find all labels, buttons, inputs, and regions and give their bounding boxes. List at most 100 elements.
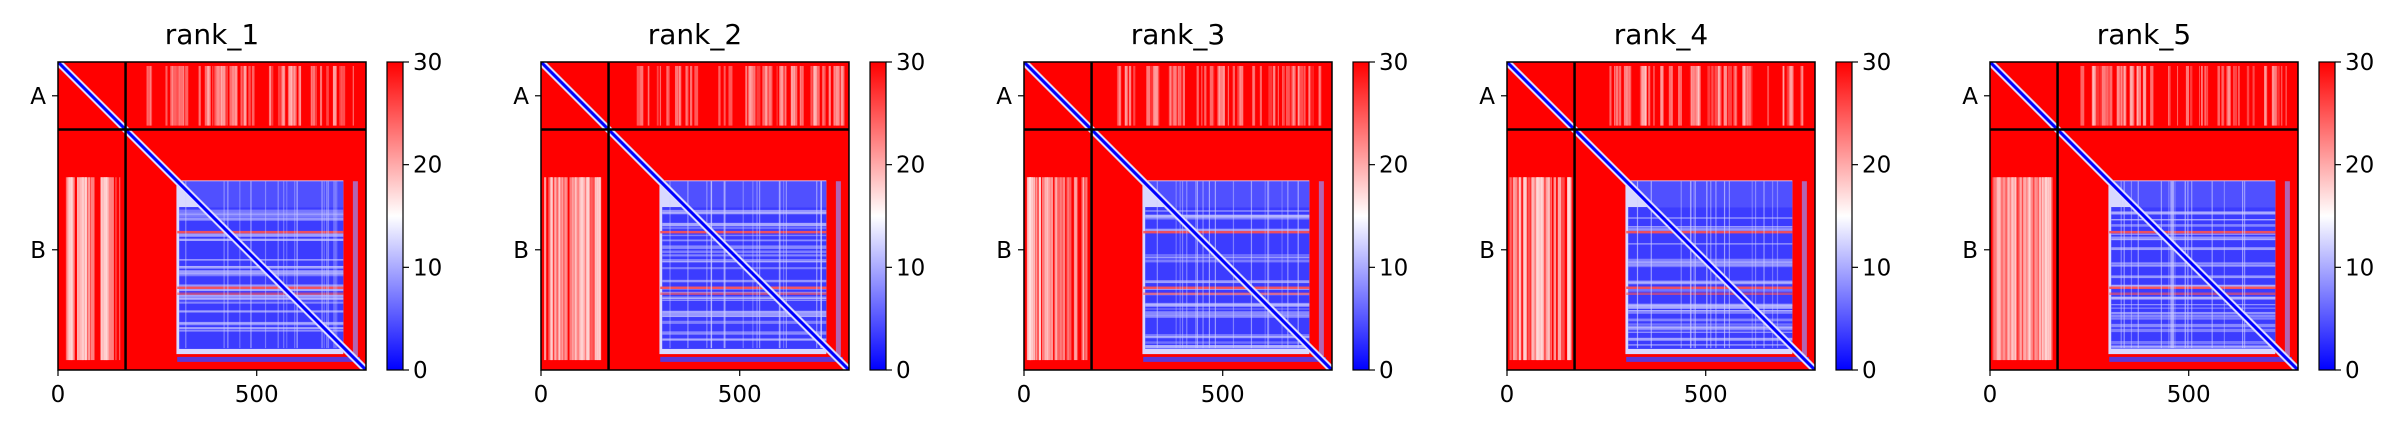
heatmap-streak bbox=[282, 65, 285, 126]
heatmap-streak bbox=[2274, 65, 2277, 126]
heatmap-streak bbox=[685, 65, 688, 126]
heatmap-streak bbox=[1222, 65, 1225, 126]
heatmap-streak bbox=[1150, 65, 1153, 126]
colorbar-tick-label: 0 bbox=[413, 358, 428, 384]
heatmap-col-band bbox=[1156, 181, 1158, 349]
heatmap-streak bbox=[1645, 65, 1648, 126]
heatmap-col-band bbox=[1181, 181, 1184, 349]
heatmap-streak bbox=[1791, 65, 1794, 126]
pae-panel-2: rank_2 0 500 A B 0 10 20 30 bbox=[513, 18, 925, 408]
heatmap-row-band bbox=[179, 238, 344, 241]
heatmap-streak bbox=[221, 65, 226, 126]
heatmap-streak bbox=[728, 65, 733, 126]
heatmap-streak bbox=[1201, 65, 1203, 126]
heatmap-streak bbox=[91, 177, 95, 361]
heatmap-streak bbox=[1066, 177, 1069, 361]
heatmap-streak bbox=[1308, 65, 1310, 126]
heatmap-red-band bbox=[1626, 230, 1793, 234]
x-tick-label: 500 bbox=[1201, 382, 1245, 408]
heatmap-row-band bbox=[2111, 311, 2276, 315]
heatmap-streak bbox=[1512, 177, 1515, 361]
x-tick-label: 500 bbox=[235, 382, 279, 408]
heatmap-streak bbox=[2168, 65, 2171, 126]
heatmap-streak bbox=[784, 65, 787, 126]
heatmap-streak bbox=[640, 65, 644, 126]
heatmap-streak bbox=[1567, 177, 1570, 361]
heatmap-streak bbox=[1717, 65, 1720, 126]
heatmap-streak bbox=[1707, 65, 1711, 126]
heatmap-streak bbox=[214, 65, 219, 126]
heatmap-streak bbox=[2080, 65, 2085, 126]
heatmap-streak bbox=[2264, 65, 2267, 126]
colorbar-tick-label: 10 bbox=[413, 255, 442, 281]
pae-panel-3: rank_3 0 500 A B 0 10 20 30 bbox=[996, 18, 1408, 408]
heatmap-row-band bbox=[179, 322, 344, 324]
colorbar-tick-label: 10 bbox=[1862, 255, 1891, 281]
heatmap-col-band bbox=[326, 181, 328, 349]
heatmap-streak bbox=[2271, 65, 2275, 126]
heatmap-col-band bbox=[1776, 181, 1779, 349]
heatmap-red-band bbox=[660, 230, 827, 234]
heatmap-streak bbox=[1033, 177, 1036, 361]
heatmap-streak bbox=[2273, 65, 2277, 126]
heatmap-streak bbox=[557, 177, 561, 361]
heatmap-streak bbox=[666, 65, 668, 126]
heatmap-streak bbox=[828, 65, 831, 126]
heatmap-streak bbox=[2130, 65, 2135, 126]
heatmap-row-band bbox=[179, 327, 344, 329]
heatmap-col-band bbox=[756, 181, 758, 349]
heatmap-streak bbox=[799, 65, 802, 126]
heatmap-streak bbox=[676, 65, 681, 126]
heatmap-streak bbox=[1196, 65, 1199, 126]
heatmap-streak bbox=[1292, 65, 1296, 126]
heatmap-streak bbox=[1252, 65, 1256, 126]
heatmap-streak bbox=[2002, 177, 2007, 361]
heatmap-streak bbox=[313, 65, 315, 126]
heatmap-red-band bbox=[177, 230, 344, 234]
heatmap-streak bbox=[1724, 65, 1728, 126]
heatmap-col-band bbox=[1196, 181, 1198, 349]
heatmap-streak bbox=[647, 65, 650, 126]
y-tick-label: A bbox=[1479, 84, 1495, 110]
heatmap-streak bbox=[1644, 65, 1647, 126]
heatmap-col-band bbox=[2244, 181, 2246, 349]
heatmap-streak bbox=[1318, 65, 1321, 126]
heatmap-streak bbox=[751, 65, 755, 126]
heatmap-col-band bbox=[2171, 181, 2173, 349]
heatmap-streak bbox=[842, 65, 845, 126]
heatmap-streak bbox=[1614, 65, 1616, 126]
heatmap-diagonal bbox=[58, 62, 366, 370]
heatmap-streak bbox=[1513, 177, 1517, 361]
heatmap-streak bbox=[226, 65, 228, 126]
heatmap-col-band bbox=[2172, 181, 2175, 349]
heatmap-row-band bbox=[1145, 334, 1310, 337]
heatmap-streak bbox=[579, 177, 583, 361]
heatmap-streak bbox=[1039, 177, 1041, 361]
heatmap-streak bbox=[2027, 177, 2031, 361]
heatmap-row-band bbox=[179, 259, 344, 261]
heatmap-streak bbox=[2001, 177, 2003, 361]
heatmap-streak bbox=[81, 177, 84, 361]
heatmap-terminal-strip bbox=[1143, 356, 1327, 362]
heatmap-streak bbox=[1204, 65, 1207, 126]
heatmap-streak bbox=[173, 65, 177, 126]
heatmap-streak bbox=[1282, 65, 1285, 126]
x-tick-label: 500 bbox=[718, 382, 762, 408]
heatmap-streak bbox=[1558, 177, 1562, 361]
heatmap-streak bbox=[1537, 177, 1541, 361]
heatmap-streak bbox=[550, 177, 554, 361]
heatmap-row-band bbox=[662, 315, 827, 318]
heatmap-row-band bbox=[1145, 254, 1310, 257]
heatmap-col-band bbox=[1754, 181, 1757, 349]
heatmap-streak bbox=[1678, 65, 1682, 126]
heatmap-row-band bbox=[662, 338, 827, 341]
heatmap-streak bbox=[548, 177, 552, 361]
heatmap-streak bbox=[1169, 65, 1173, 126]
heatmap-matrix bbox=[541, 62, 849, 370]
heatmap-streak bbox=[1712, 65, 1714, 126]
heatmap-col-band bbox=[1179, 181, 1181, 349]
heatmap-streak bbox=[679, 65, 682, 126]
heatmap-streak bbox=[2136, 65, 2139, 126]
heatmap-streak bbox=[66, 177, 70, 361]
heatmap-streak bbox=[575, 177, 578, 361]
